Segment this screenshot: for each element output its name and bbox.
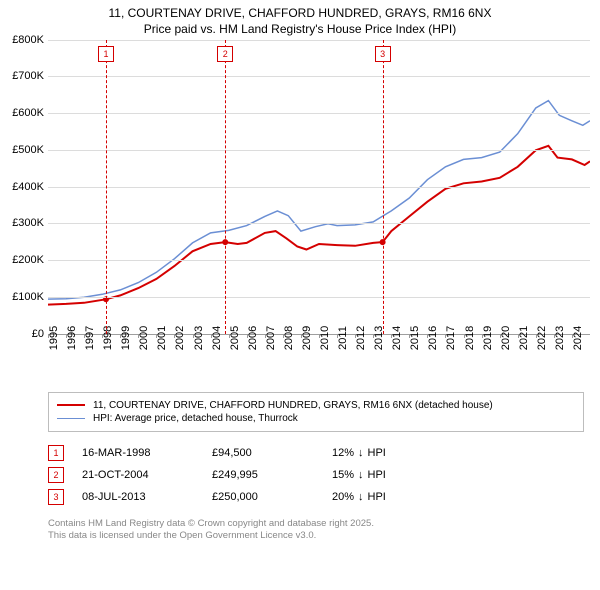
x-axis-label: 2002 xyxy=(174,325,186,349)
sale-row-price: £250,000 xyxy=(212,491,332,503)
sale-diff-pct: 12% xyxy=(332,447,354,459)
y-gridline xyxy=(48,40,590,41)
arrow-down-icon: ↓ xyxy=(358,447,364,459)
x-axis-label: 2011 xyxy=(337,326,349,350)
x-axis-label: 2020 xyxy=(500,325,512,349)
y-gridline xyxy=(48,76,590,77)
sale-row: 3 08-JUL-2013£250,00020% ↓ HPI xyxy=(48,486,584,508)
x-axis-label: 2015 xyxy=(409,325,421,349)
x-axis-label: 2023 xyxy=(554,325,566,349)
y-gridline xyxy=(48,223,590,224)
x-axis-label: 2009 xyxy=(301,325,313,349)
arrow-down-icon: ↓ xyxy=(358,469,364,481)
x-axis-label: 2007 xyxy=(265,325,277,349)
x-axis-label: 2012 xyxy=(355,325,367,349)
sale-marker-line xyxy=(106,40,107,334)
y-axis-label: £300K xyxy=(12,217,44,229)
x-axis-label: 2018 xyxy=(464,325,476,349)
x-axis-label: 1998 xyxy=(102,325,114,349)
y-axis-label: £700K xyxy=(12,70,44,82)
x-axis-label: 1999 xyxy=(120,325,132,349)
x-axis-label: 2017 xyxy=(445,325,457,349)
chart-title-line2: Price paid vs. HM Land Registry's House … xyxy=(0,22,600,40)
y-gridline xyxy=(48,187,590,188)
legend-swatch-price-paid xyxy=(57,404,85,406)
y-axis-label: £800K xyxy=(12,34,44,46)
sale-row-date: 16-MAR-1998 xyxy=(82,447,212,459)
x-axis-label: 2024 xyxy=(572,325,584,349)
attribution-line2: This data is licensed under the Open Gov… xyxy=(48,530,584,542)
y-gridline xyxy=(48,260,590,261)
sale-row-diff: 15% ↓ HPI xyxy=(332,469,386,481)
legend-item-hpi: HPI: Average price, detached house, Thur… xyxy=(57,412,575,425)
x-axis-label: 2006 xyxy=(247,325,259,349)
y-axis-label: £0 xyxy=(32,328,44,340)
x-axis-label: 2016 xyxy=(427,325,439,349)
sale-marker-line xyxy=(383,40,384,334)
legend-label-hpi: HPI: Average price, detached house, Thur… xyxy=(93,413,298,424)
sale-row-marker: 2 xyxy=(48,467,64,483)
x-axis-label: 2001 xyxy=(156,325,168,349)
y-gridline xyxy=(48,297,590,298)
x-axis-label: 2021 xyxy=(518,325,530,349)
arrow-down-icon: ↓ xyxy=(358,491,364,503)
sale-row-diff: 12% ↓ HPI xyxy=(332,447,386,459)
legend-swatch-hpi xyxy=(57,418,85,419)
x-axis-label: 2010 xyxy=(319,325,331,349)
series-hpi xyxy=(48,100,590,299)
sale-diff-suffix: HPI xyxy=(368,447,386,459)
sale-row-price: £249,995 xyxy=(212,469,332,481)
y-axis-label: £400K xyxy=(12,181,44,193)
legend-label-price-paid: 11, COURTENAY DRIVE, CHAFFORD HUNDRED, G… xyxy=(93,400,493,411)
x-axis-label: 1996 xyxy=(66,325,78,349)
chart-title-line1: 11, COURTENAY DRIVE, CHAFFORD HUNDRED, G… xyxy=(0,0,600,22)
attribution-line1: Contains HM Land Registry data © Crown c… xyxy=(48,518,584,530)
x-axis-label: 2008 xyxy=(283,325,295,349)
chart-legend: 11, COURTENAY DRIVE, CHAFFORD HUNDRED, G… xyxy=(48,392,584,432)
x-axis-label: 1995 xyxy=(48,325,60,349)
sale-row-date: 21-OCT-2004 xyxy=(82,469,212,481)
sale-diff-pct: 15% xyxy=(332,469,354,481)
sale-marker-box: 3 xyxy=(375,46,391,62)
sale-marker-line xyxy=(225,40,226,334)
sale-row-diff: 20% ↓ HPI xyxy=(332,491,386,503)
legend-item-price-paid: 11, COURTENAY DRIVE, CHAFFORD HUNDRED, G… xyxy=(57,399,575,412)
sale-row: 1 16-MAR-1998£94,50012% ↓ HPI xyxy=(48,442,584,464)
x-axis-label: 2004 xyxy=(211,325,223,349)
y-axis-label: £100K xyxy=(12,291,44,303)
y-axis-label: £200K xyxy=(12,254,44,266)
x-axis-label: 2005 xyxy=(229,325,241,349)
sale-marker-box: 2 xyxy=(217,46,233,62)
chart-plot-area: £0£100K£200K£300K£400K£500K£600K£700K£80… xyxy=(48,40,590,380)
sale-row-price: £94,500 xyxy=(212,447,332,459)
x-axis-label: 2014 xyxy=(391,325,403,349)
sale-row-date: 08-JUL-2013 xyxy=(82,491,212,503)
sale-diff-suffix: HPI xyxy=(368,491,386,503)
y-gridline xyxy=(48,150,590,151)
attribution-text: Contains HM Land Registry data © Crown c… xyxy=(48,518,584,543)
sale-marker-box: 1 xyxy=(98,46,114,62)
x-axis-label: 1997 xyxy=(84,325,96,349)
sale-row: 2 21-OCT-2004£249,99515% ↓ HPI xyxy=(48,464,584,486)
sale-diff-pct: 20% xyxy=(332,491,354,503)
y-gridline xyxy=(48,113,590,114)
sale-diff-suffix: HPI xyxy=(368,469,386,481)
sale-row-marker: 3 xyxy=(48,489,64,505)
x-axis-label: 2022 xyxy=(536,325,548,349)
x-axis-label: 2000 xyxy=(138,325,150,349)
sales-table: 1 16-MAR-1998£94,50012% ↓ HPI 2 21-OCT-2004… xyxy=(48,442,584,508)
y-axis-label: £500K xyxy=(12,144,44,156)
x-axis-label: 2019 xyxy=(482,325,494,349)
y-axis-label: £600K xyxy=(12,107,44,119)
x-axis-label: 2003 xyxy=(193,325,205,349)
sale-row-marker: 1 xyxy=(48,445,64,461)
